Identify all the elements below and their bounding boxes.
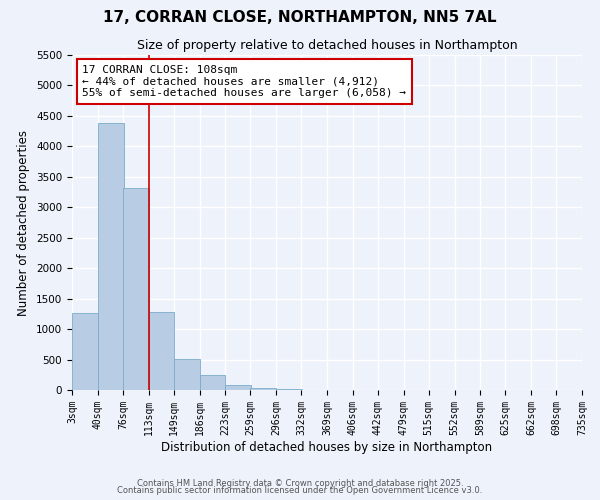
Text: Contains HM Land Registry data © Crown copyright and database right 2025.: Contains HM Land Registry data © Crown c… [137,478,463,488]
Bar [199,376,225,390]
Text: Contains public sector information licensed under the Open Government Licence v3: Contains public sector information licen… [118,486,482,495]
Title: Size of property relative to detached houses in Northampton: Size of property relative to detached ho… [137,40,517,52]
Bar [123,188,149,390]
Bar [98,123,124,390]
Text: 17 CORRAN CLOSE: 108sqm
← 44% of detached houses are smaller (4,912)
55% of semi: 17 CORRAN CLOSE: 108sqm ← 44% of detache… [82,65,406,98]
Bar [72,312,98,390]
Bar [149,312,175,390]
Bar [174,359,199,390]
X-axis label: Distribution of detached houses by size in Northampton: Distribution of detached houses by size … [161,440,493,454]
Text: 17, CORRAN CLOSE, NORTHAMPTON, NN5 7AL: 17, CORRAN CLOSE, NORTHAMPTON, NN5 7AL [103,10,497,25]
Y-axis label: Number of detached properties: Number of detached properties [17,130,31,316]
Bar [225,386,251,390]
Bar [250,388,276,390]
